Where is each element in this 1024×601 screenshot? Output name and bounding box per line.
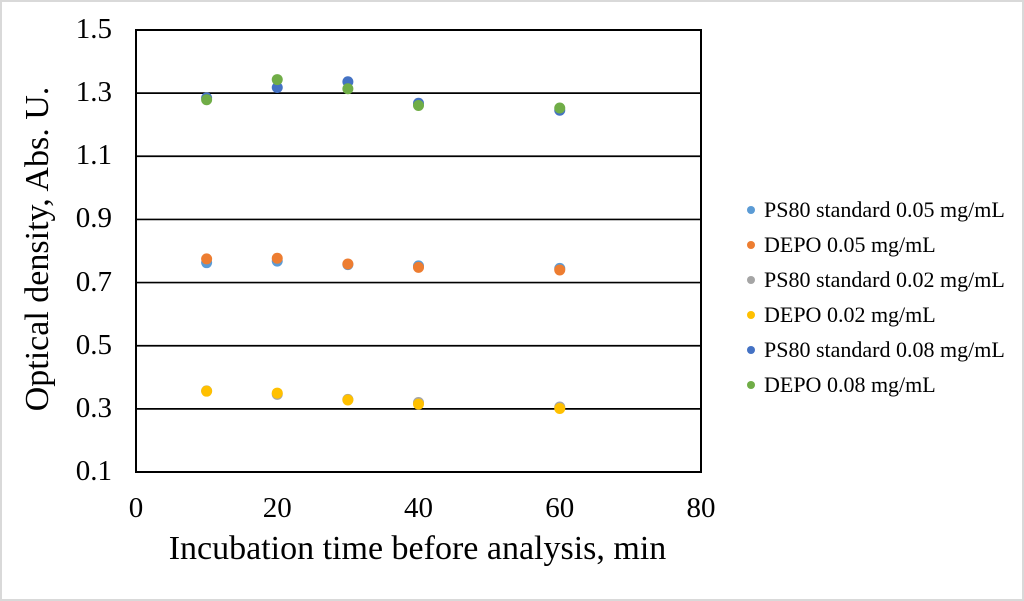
data-point-series-5 <box>201 94 213 106</box>
x-tick-label: 20 <box>262 492 292 524</box>
legend-item-label: DEPO 0.08 mg/mL <box>764 371 936 397</box>
legend-item: PS80 standard 0.05 mg/mL <box>747 192 1005 227</box>
y-tick-label: 0.1 <box>75 455 112 487</box>
y-tick-label: 0.5 <box>75 328 112 361</box>
y-tick-label: 1.5 <box>75 13 112 45</box>
x-tick-label: 0 <box>128 492 144 524</box>
legend-marker-icon <box>747 380 755 389</box>
data-point-series-1 <box>413 261 424 273</box>
y-tick-label: 1.1 <box>75 139 112 172</box>
legend-item-label: DEPO 0.05 mg/mL <box>764 231 936 257</box>
data-point-series-1 <box>554 264 566 276</box>
data-point-series-5 <box>342 83 354 95</box>
data-point-series-3 <box>201 385 213 397</box>
data-point-series-1 <box>342 258 354 270</box>
legend-marker-icon <box>747 310 755 319</box>
x-axis-title: Incubation time before analysis, min <box>168 530 667 567</box>
data-point-series-3 <box>554 403 566 415</box>
legend-item-label: PS80 standard 0.02 mg/mL <box>764 266 1005 292</box>
data-point-series-4 <box>271 81 283 93</box>
y-tick-label: 1.3 <box>75 76 112 109</box>
data-point-series-5 <box>413 99 424 111</box>
legend-item: PS80 standard 0.08 mg/mL <box>747 332 1005 367</box>
x-tick-label: 40 <box>404 492 433 524</box>
data-point-series-1 <box>201 253 213 265</box>
y-tick-label: 0.9 <box>75 202 112 235</box>
data-point-series-1 <box>271 252 283 264</box>
data-point-series-5 <box>554 102 566 114</box>
legend-marker-icon <box>747 275 755 284</box>
data-point-series-5 <box>271 74 283 86</box>
legend-item: DEPO 0.08 mg/mL <box>747 367 1005 402</box>
x-tick-label: 80 <box>686 492 716 524</box>
data-point-series-3 <box>342 394 354 406</box>
legend-marker-icon <box>747 240 755 249</box>
legend-marker-icon <box>747 345 755 354</box>
legend-item: PS80 standard 0.02 mg/mL <box>747 262 1005 297</box>
y-axis-title: Optical density, Abs. U. <box>19 86 56 412</box>
plot-border <box>135 29 702 473</box>
y-tick-label: 0.7 <box>75 265 112 298</box>
x-tick-label: 60 <box>545 492 575 524</box>
legend-item-label: PS80 standard 0.05 mg/mL <box>764 196 1005 222</box>
legend: PS80 standard 0.05 mg/mL DEPO 0.05 mg/mL P… <box>747 192 1005 402</box>
y-tick-label: 0.3 <box>75 391 112 424</box>
legend-item: DEPO 0.05 mg/mL <box>747 227 1005 262</box>
data-point-series-3 <box>413 398 424 410</box>
legend-marker-icon <box>747 205 755 214</box>
legend-item-label: DEPO 0.02 mg/mL <box>764 301 936 327</box>
legend-item-label: PS80 standard 0.08 mg/mL <box>764 336 1005 362</box>
legend-item: DEPO 0.02 mg/mL <box>747 297 1005 332</box>
data-point-series-3 <box>271 387 283 399</box>
